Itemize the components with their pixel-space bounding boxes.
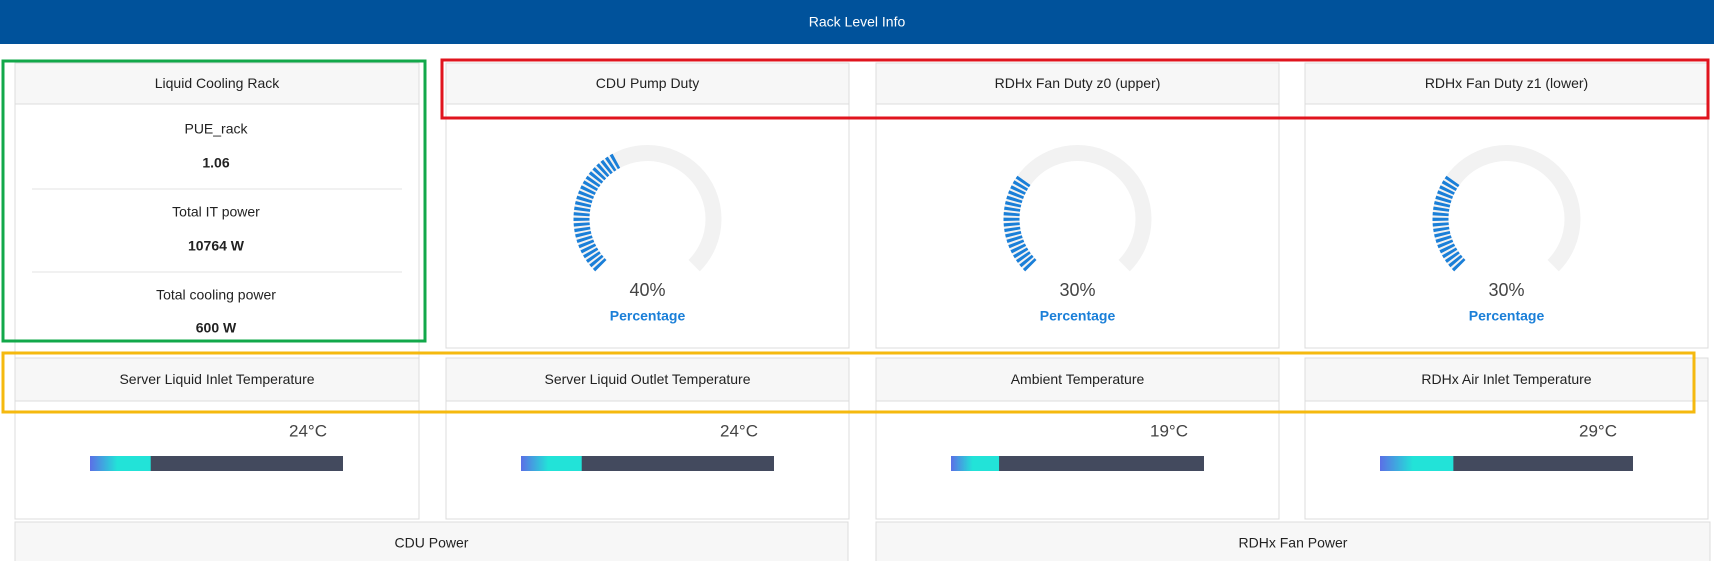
panel-header bbox=[875, 357, 1280, 402]
panel bbox=[1304, 62, 1709, 349]
panel bbox=[875, 62, 1280, 349]
gauge-fill bbox=[1003, 175, 1037, 272]
temp-fill bbox=[1380, 456, 1454, 471]
panel bbox=[445, 62, 850, 349]
temp-track bbox=[951, 456, 1204, 471]
panel-title: CDU Pump Duty bbox=[596, 75, 699, 91]
gauge-unit: Percentage bbox=[1040, 308, 1116, 324]
panel-header bbox=[1304, 62, 1709, 105]
header-bar bbox=[0, 0, 1714, 44]
gauge-unit: Percentage bbox=[1469, 308, 1545, 324]
panel-header bbox=[445, 357, 850, 402]
temp-fill bbox=[951, 456, 1000, 471]
panel-header bbox=[14, 62, 420, 105]
panel-title: Server Liquid Inlet Temperature bbox=[119, 371, 314, 387]
panel-title: RDHx Fan Duty z0 (upper) bbox=[995, 75, 1161, 91]
panel-header bbox=[14, 357, 420, 402]
temp-value: 24°C bbox=[720, 421, 758, 440]
gauge-value: 30% bbox=[1059, 280, 1095, 300]
gauge-fill bbox=[573, 153, 622, 272]
gauge-unit: Percentage bbox=[610, 308, 686, 324]
metric-value: 10764 W bbox=[188, 238, 245, 254]
highlight-red bbox=[440, 58, 1710, 120]
gauge-value: 40% bbox=[629, 280, 665, 300]
temp-value: 19°C bbox=[1150, 421, 1188, 440]
header-title: Rack Level Info bbox=[809, 14, 906, 30]
panel-title: RDHx Air Inlet Temperature bbox=[1421, 371, 1591, 387]
metric-value: 1.06 bbox=[202, 155, 229, 171]
metric-label: Total cooling power bbox=[156, 287, 276, 303]
panel-header bbox=[875, 62, 1280, 105]
panel-title: RDHx Fan Power bbox=[1239, 535, 1348, 551]
panel-title: Ambient Temperature bbox=[1011, 371, 1145, 387]
gauge-fill bbox=[1432, 175, 1466, 272]
gauge-value: 30% bbox=[1488, 280, 1524, 300]
panel-title: RDHx Fan Duty z1 (lower) bbox=[1425, 75, 1588, 91]
metric-label: PUE_rack bbox=[184, 121, 248, 137]
metric-label: Total IT power bbox=[172, 204, 260, 220]
panel-title: Server Liquid Outlet Temperature bbox=[545, 371, 751, 387]
panel bbox=[14, 62, 420, 364]
temp-value: 24°C bbox=[289, 421, 327, 440]
panel-title: Liquid Cooling Rack bbox=[155, 75, 281, 91]
panel-header bbox=[875, 521, 1711, 561]
temp-value: 29°C bbox=[1579, 421, 1617, 440]
panel-header bbox=[1304, 357, 1709, 402]
temp-fill bbox=[90, 456, 151, 471]
highlight-yellow bbox=[1, 351, 1696, 414]
temp-track bbox=[90, 456, 343, 471]
temp-track bbox=[521, 456, 774, 471]
metric-value: 600 W bbox=[196, 320, 237, 336]
panel-header bbox=[14, 521, 849, 561]
highlight-green bbox=[1, 59, 427, 343]
panel-header bbox=[445, 62, 850, 105]
panel-title: CDU Power bbox=[395, 535, 469, 551]
temp-fill bbox=[521, 456, 582, 471]
